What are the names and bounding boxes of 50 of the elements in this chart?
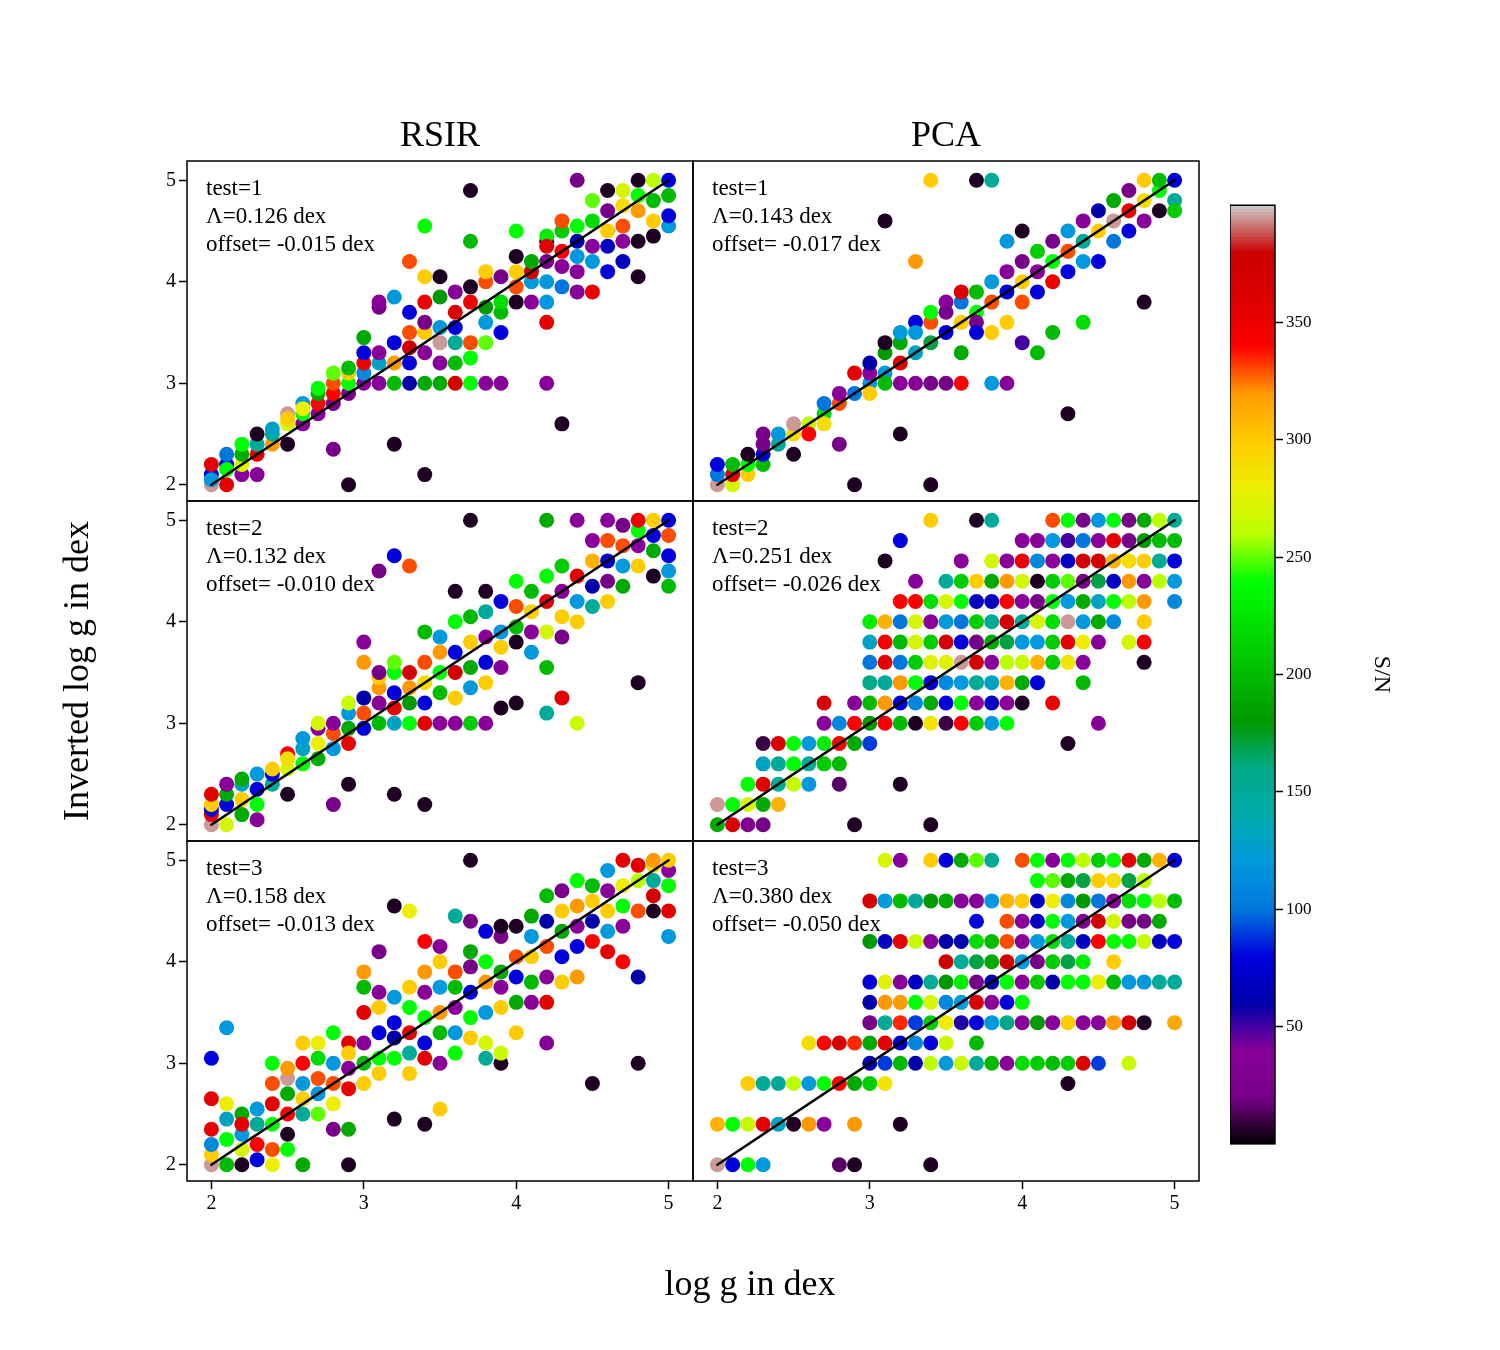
x-tick-label: 3 bbox=[358, 1191, 369, 1214]
annotation: Λ=0.126 dex bbox=[206, 203, 327, 229]
color-bar-label: 250 bbox=[1286, 546, 1312, 566]
annotation: Λ=0.380 dex bbox=[712, 883, 833, 909]
y-tick-label: 3 bbox=[166, 710, 176, 733]
color-bar-label: 100 bbox=[1286, 898, 1312, 918]
y-tick-label: 5 bbox=[166, 847, 176, 870]
color-bar-label: 300 bbox=[1286, 429, 1312, 449]
x-tick-label: 4 bbox=[1017, 1191, 1028, 1214]
y-tick-label: 2 bbox=[166, 812, 176, 835]
y-tick-label: 4 bbox=[166, 949, 176, 972]
annotation: test=2 bbox=[712, 515, 769, 541]
y-tick-label: 2 bbox=[166, 472, 176, 495]
y-tick-label: 3 bbox=[166, 1050, 176, 1073]
x-tick-label: 3 bbox=[864, 1191, 875, 1214]
annotation: test=1 bbox=[712, 175, 769, 201]
color-bar-label: 50 bbox=[1286, 1015, 1303, 1035]
annotation: offset= -0.026 dex bbox=[712, 571, 882, 597]
color-bar-title: S/N bbox=[1370, 655, 1397, 694]
chart-title: RSIR bbox=[399, 114, 481, 155]
chart-title: PCA bbox=[910, 114, 982, 155]
annotation: Λ=0.251 dex bbox=[712, 543, 833, 569]
x-tick-label: 5 bbox=[1169, 1191, 1180, 1214]
x-tick-label: 2 bbox=[712, 1191, 723, 1214]
annotation: offset= -0.015 dex bbox=[206, 231, 376, 257]
annotation: test=3 bbox=[206, 855, 263, 881]
annotation: Λ=0.132 dex bbox=[206, 543, 327, 569]
x-axis-title: log g in dex bbox=[664, 1262, 836, 1304]
annotation: offset= -0.010 dex bbox=[206, 571, 376, 597]
color-bar-label: 150 bbox=[1286, 781, 1312, 801]
y-tick-label: 5 bbox=[166, 167, 176, 190]
annotation: offset= -0.050 dex bbox=[712, 911, 882, 937]
x-tick-label: 4 bbox=[511, 1191, 522, 1214]
color-bar-label: 200 bbox=[1286, 663, 1312, 683]
y-axis-title: Inverted log g in dex bbox=[54, 521, 97, 821]
x-tick-label: 2 bbox=[206, 1191, 217, 1214]
y-tick-label: 3 bbox=[166, 370, 176, 393]
annotation: Λ=0.143 dex bbox=[712, 203, 833, 229]
y-tick-label: 4 bbox=[166, 609, 176, 632]
annotation: test=2 bbox=[206, 515, 263, 541]
y-tick-label: 2 bbox=[166, 1152, 176, 1175]
annotation: test=3 bbox=[712, 855, 769, 881]
annotation: offset= -0.013 dex bbox=[206, 911, 376, 937]
annotation: offset= -0.017 dex bbox=[712, 231, 882, 257]
x-tick-label: 5 bbox=[663, 1191, 674, 1214]
y-tick-label: 5 bbox=[166, 507, 176, 530]
y-tick-label: 4 bbox=[166, 269, 176, 292]
color-bar-label: 350 bbox=[1286, 311, 1312, 331]
annotation: test=1 bbox=[206, 175, 263, 201]
annotation: Λ=0.158 dex bbox=[206, 883, 327, 909]
